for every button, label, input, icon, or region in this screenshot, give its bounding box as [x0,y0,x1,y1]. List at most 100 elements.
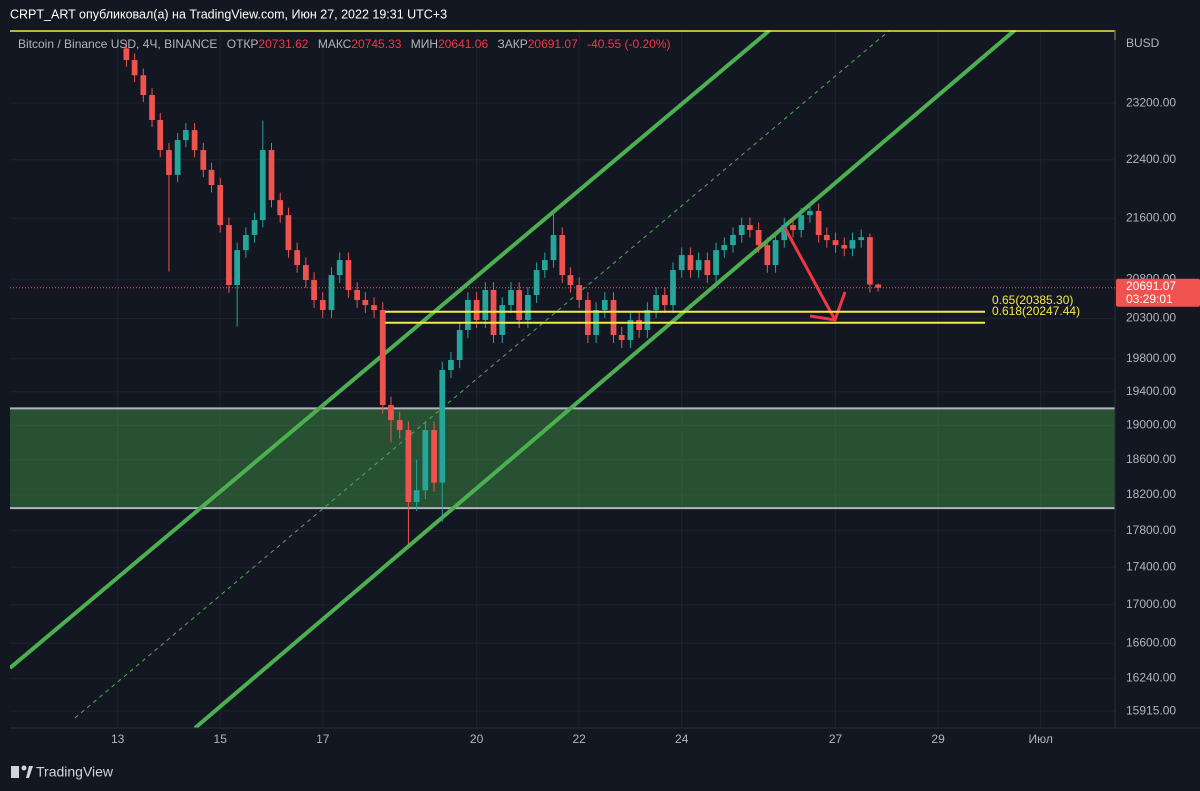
candle-body [140,75,147,96]
candle-body [208,169,215,186]
price-tag-value: 20691.07 [1126,279,1176,293]
high-label: МАКС [318,37,352,51]
candle-body [747,225,753,230]
candle-body [541,260,548,271]
candle-body [371,305,377,311]
brand: TradingView [11,764,114,780]
candle-body [867,237,873,285]
low-label: МИН [411,37,438,51]
candle-body [516,290,523,321]
candle-body [482,290,489,321]
candle-body [319,300,326,311]
candle-body [268,150,275,201]
y-tick-label: 23200.00 [1126,95,1176,109]
y-tick-label: 22400.00 [1126,152,1176,166]
candle-body [328,275,335,311]
candle-body [354,290,361,301]
open-label: ОТКР [227,37,259,51]
candle-body [439,369,446,483]
candle-body [166,150,172,175]
candle-body [448,359,454,370]
x-tick-label: Июл [1028,732,1052,746]
candle-body [567,275,574,286]
candles [123,41,881,545]
arrow [783,227,847,322]
candle-body [405,430,412,503]
symbol: Bitcoin / Binance USD, 4Ч, BINANCE [18,37,217,51]
channel-upper [10,30,772,670]
candle-body [755,229,762,246]
candle-body [413,490,420,503]
candle-body [473,300,480,321]
y-tick-label: 15915.00 [1126,703,1176,717]
candle-body [730,234,736,246]
x-tick-label: 20 [470,732,484,746]
candle-body [627,320,634,340]
candle-body [217,185,224,226]
channel-mid [74,30,891,719]
y-tick-label: 19400.00 [1126,384,1176,398]
x-tick-label: 15 [214,732,228,746]
candle-body [790,225,796,230]
candle-body [798,215,805,230]
y-tick-label: 19800.00 [1126,351,1176,365]
candle-body [251,220,258,235]
candle-body [781,225,788,241]
candle-body [277,200,284,216]
candle-body [576,285,583,301]
candle-body [823,234,830,241]
y-tick-label: 18200.00 [1126,487,1176,501]
x-tick-label: 22 [572,732,586,746]
channel-lower [193,30,1017,728]
candle-body [653,295,659,311]
candle-body [644,310,651,331]
candle-body [636,320,643,331]
candle-body [841,245,848,249]
x-tick-label: 13 [111,732,125,746]
candle-body [456,330,463,360]
drawings [10,30,1017,728]
candle-body [362,300,369,306]
candle-body [379,310,386,406]
y-tick-label: 17800.00 [1126,523,1176,537]
close-label: ЗАКР [497,37,527,51]
currency: BUSD [1126,36,1160,50]
price-tag [1116,278,1200,307]
arrow-shaft [783,227,837,321]
logo-part [11,766,19,778]
candle-body [396,420,403,431]
candle-body [123,48,130,61]
fib-label: 0.618(20247.44) [992,304,1080,318]
candle-body [302,265,309,281]
candle-body [465,300,471,331]
candle-body [285,215,292,251]
candle-body [131,60,138,76]
y-tick-label: 21600.00 [1126,211,1176,225]
brand-name: TradingView [36,764,114,780]
countdown: 03:29:01 [1126,292,1173,306]
candle-body [422,430,429,491]
support-zone [10,408,1115,509]
candle-body [259,150,266,221]
candle-body [713,250,719,276]
y-tick-label: 18600.00 [1126,452,1176,466]
candle-body [849,240,856,249]
candle-body [242,234,249,251]
grid [10,30,1115,728]
candle-body [345,260,352,291]
candle-body [661,295,668,306]
candle-body [499,305,506,335]
candle-body [815,210,822,235]
candle-body [601,300,608,311]
candle-body [618,334,625,340]
change: -40.55 (-0.20%) [587,37,670,51]
candle-body [311,280,317,301]
x-tick-label: 27 [829,732,843,746]
arrow-head [809,291,847,322]
candle-body [764,245,771,266]
candle-body [533,270,540,296]
candle-body [149,95,155,121]
candle-body [234,250,241,286]
